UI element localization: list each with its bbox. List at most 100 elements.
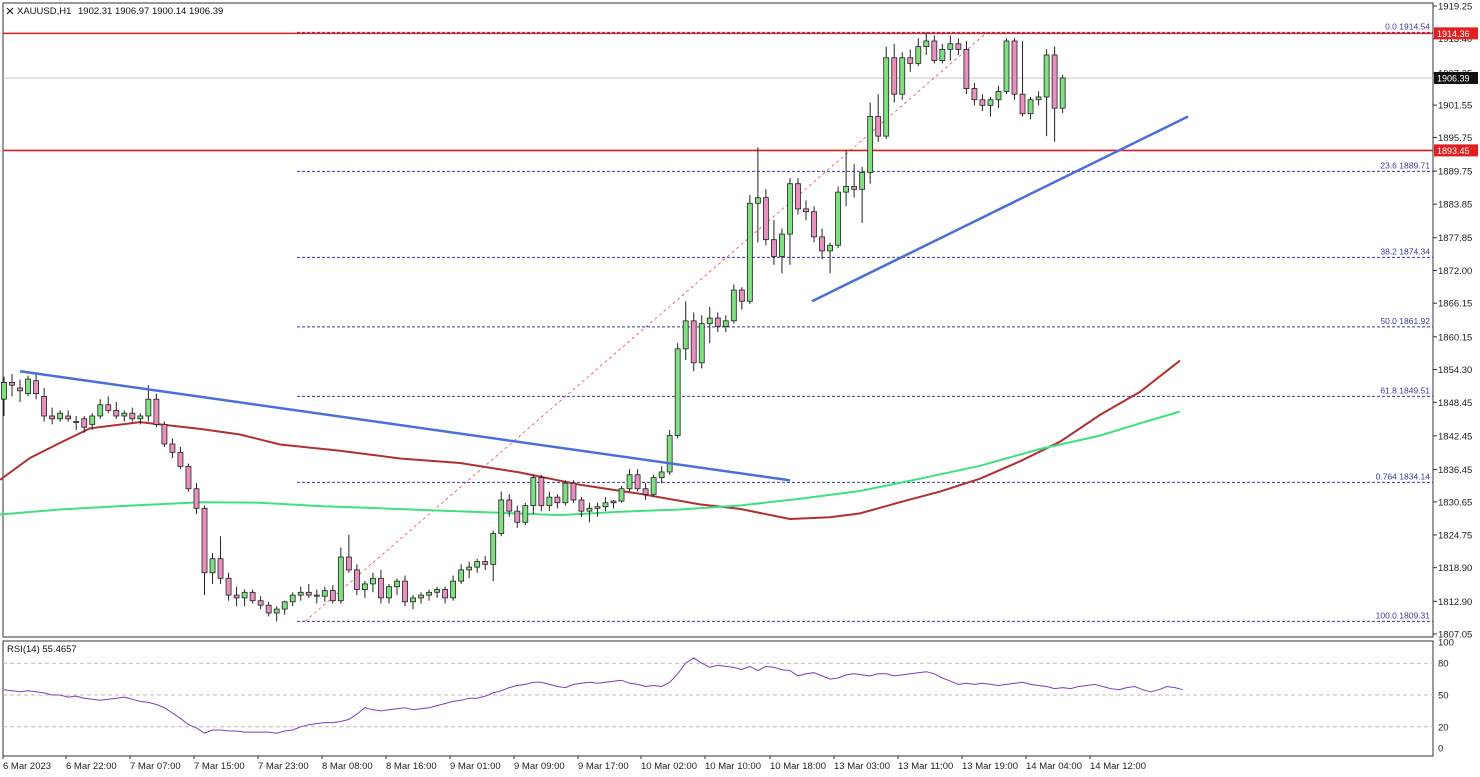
candle: [402, 575, 408, 607]
candle-body: [73, 421, 80, 423]
moving-average-red: [0, 359, 1181, 521]
candle: [530, 474, 537, 514]
trend-line: [811, 115, 1189, 303]
candle: [153, 393, 160, 428]
candle: [795, 178, 801, 215]
candle-body: [209, 558, 216, 574]
current-price-box: [1434, 71, 1478, 84]
candle: [947, 35, 954, 61]
candle-body: [730, 289, 737, 322]
candle: [305, 583, 312, 598]
candle-body: [1043, 54, 1050, 98]
candle-body: [41, 396, 47, 417]
candle: [875, 94, 882, 142]
candle: [33, 374, 39, 400]
candle-body: [963, 48, 970, 89]
candle-body: [25, 378, 31, 395]
candle-body: [971, 88, 978, 101]
candle-body: [482, 561, 489, 565]
candle-body: [522, 505, 529, 523]
candle-body: [442, 589, 449, 599]
candle-body: [265, 604, 272, 614]
time-axis-label: 10 Mar 10:00: [705, 761, 761, 772]
candle-body: [241, 591, 248, 599]
candle-body: [634, 474, 641, 490]
candle: [819, 228, 825, 260]
candle-body: [987, 99, 994, 106]
candle: [562, 480, 569, 506]
candle-body: [538, 477, 545, 506]
support-price-box: [1434, 144, 1478, 157]
candle-body: [514, 510, 521, 523]
candle-body: [658, 471, 665, 478]
candle-body: [57, 412, 64, 420]
rsi-axis-label: 80: [1438, 659, 1449, 670]
candle: [361, 581, 368, 598]
candle-body: [979, 99, 986, 106]
candle: [273, 606, 280, 622]
candle-body: [169, 443, 176, 453]
candle: [426, 589, 432, 601]
candle: [378, 569, 384, 604]
candle-body: [289, 594, 296, 603]
symbol-label: XAUUSD,H1: [17, 6, 71, 17]
candle: [466, 561, 473, 579]
candle-body: [618, 488, 625, 502]
candle: [129, 407, 136, 422]
candle-body: [305, 591, 312, 596]
candle: [594, 502, 601, 517]
candle-body: [1051, 54, 1058, 109]
candle-body: [1011, 40, 1018, 95]
candle: [714, 312, 721, 333]
price-tick-label: 1836.45: [1438, 465, 1472, 476]
candle: [907, 49, 914, 72]
candle: [618, 485, 625, 503]
symbol-marker-icon: [6, 7, 14, 15]
candle: [297, 586, 304, 601]
time-axis-label: 13 Mar 19:00: [962, 761, 1018, 772]
candle: [1043, 49, 1050, 137]
candle-body: [506, 499, 513, 512]
candle: [1, 376, 7, 416]
candle: [81, 415, 88, 433]
candle-body: [610, 500, 617, 504]
resistance-price-box: [1434, 27, 1478, 40]
candle-body: [586, 507, 593, 512]
candle-body: [153, 398, 160, 425]
price-tick-label: 1877.85: [1438, 233, 1472, 244]
candle-body: [714, 317, 721, 327]
candle-body: [378, 577, 384, 599]
time-axis-label: 9 Mar 09:00: [514, 761, 565, 772]
candle-body: [843, 186, 849, 193]
candle: [642, 483, 649, 500]
candle-body: [386, 586, 392, 599]
candle-body: [939, 48, 946, 61]
candle-body: [1003, 40, 1010, 92]
candle-body: [562, 482, 569, 504]
fib-level-label: 0.764 1834.14: [1376, 471, 1431, 481]
candle: [514, 505, 521, 528]
candle-body: [321, 590, 328, 597]
candle: [939, 43, 946, 64]
candle: [9, 374, 15, 397]
candle: [610, 499, 617, 509]
candle: [570, 480, 577, 503]
time-axis-label: 9 Mar 01:00: [450, 761, 501, 772]
candle: [161, 421, 168, 447]
candle-body: [281, 601, 288, 610]
candle: [811, 206, 817, 243]
candle-body: [9, 382, 15, 386]
candle-body: [722, 320, 729, 327]
rsi-axis-label: 50: [1438, 691, 1449, 702]
candle: [121, 410, 128, 422]
candle-body: [17, 387, 23, 392]
candle-body: [217, 558, 224, 579]
candle: [201, 505, 208, 596]
candle: [105, 396, 112, 414]
candle-body: [1035, 96, 1042, 101]
candle: [442, 586, 449, 604]
time-axis-label: 9 Mar 17:00: [578, 761, 629, 772]
candle: [803, 200, 809, 221]
candle: [281, 600, 288, 615]
candle-body: [161, 423, 168, 445]
